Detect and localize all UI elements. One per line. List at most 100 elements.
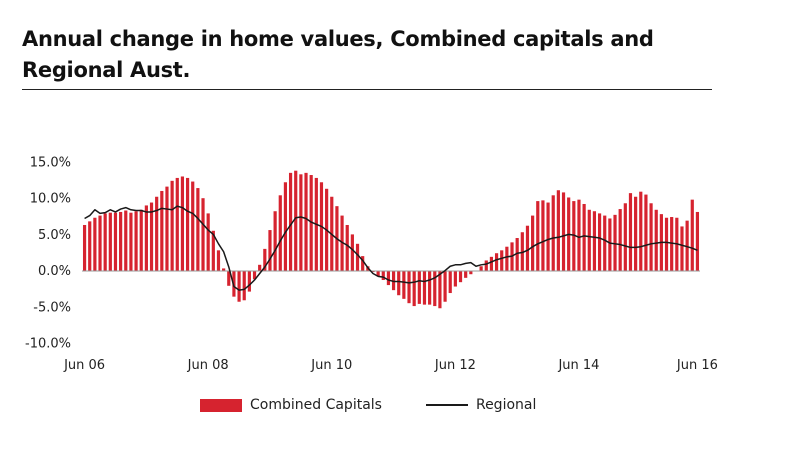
combined-capitals-bar [613, 214, 617, 271]
combined-capitals-bar [252, 270, 257, 280]
combined-capitals-bar [175, 177, 179, 271]
combined-capitals-bar [644, 194, 648, 271]
combined-capitals-bar [634, 196, 638, 271]
combined-capitals-bar [458, 270, 463, 283]
combined-capitals-bar [546, 202, 550, 271]
y-tick-label: -5.0% [33, 300, 71, 315]
combined-capitals-bar [500, 250, 504, 271]
combined-capitals-bar [412, 270, 416, 307]
combined-capitals-bar [268, 230, 272, 271]
combined-capitals-bar [597, 213, 602, 271]
combined-capitals-bar [278, 195, 282, 271]
combined-capitals-bar [402, 270, 406, 299]
combined-capitals-bar [649, 203, 653, 271]
combined-capitals-bar [639, 191, 643, 271]
combined-capitals-bars [82, 170, 700, 309]
x-tick-label: Jun 12 [434, 358, 476, 373]
combined-capitals-bar [453, 270, 457, 287]
combined-capitals-bar [376, 270, 380, 277]
legend-label-combined-capitals: Combined Capitals [250, 397, 382, 413]
combined-capitals-bar [525, 225, 530, 271]
combined-capitals-bar [556, 190, 560, 271]
combined-capitals-bar [489, 256, 494, 271]
combined-capitals-bar [479, 266, 483, 271]
combined-capitals-bar [227, 270, 231, 286]
combined-capitals-bar [361, 256, 365, 271]
combined-capitals-bar [623, 203, 627, 271]
combined-capitals-bar [685, 220, 689, 271]
combined-capitals-bar [587, 209, 591, 271]
y-tick-label: 0.0% [38, 264, 71, 279]
combined-capitals-bar [216, 250, 221, 271]
combined-capitals-bar [93, 217, 97, 271]
combined-capitals-bar [294, 170, 298, 271]
combined-capitals-bar [603, 215, 607, 271]
combined-capitals-bar [258, 264, 262, 271]
combined-capitals-bar [129, 212, 133, 271]
combined-capitals-swatch [200, 398, 242, 412]
combined-capitals-bar [88, 221, 92, 271]
x-tick-label: Jun 14 [557, 358, 599, 373]
combined-capitals-bar [536, 201, 540, 271]
combined-capitals-bar [288, 172, 293, 271]
combined-capitals-bar [381, 270, 385, 281]
combined-capitals-bar [505, 246, 509, 271]
combined-capitals-bar [469, 270, 473, 275]
combined-capitals-bar [561, 192, 566, 271]
x-tick-label: Jun 08 [187, 358, 229, 373]
combined-capitals-bar [438, 270, 442, 309]
x-axis-labels: Jun 06 Jun 08 Jun 10 Jun 12 Jun 14 Jun 16 [63, 358, 718, 373]
y-tick-label: 5.0% [38, 228, 71, 243]
legend-item-combined-capitals: Combined Capitals [200, 397, 382, 413]
combined-capitals-bar [119, 211, 123, 271]
combined-capitals-bar [139, 209, 143, 271]
legend: Combined Capitals Regional [200, 394, 580, 416]
combined-capitals-bar [484, 260, 488, 271]
combined-capitals-bar [155, 196, 159, 271]
chart-title: Annual change in home values, Combined c… [22, 27, 654, 82]
combined-capitals-bar [520, 232, 524, 271]
legend-item-regional: Regional [425, 397, 537, 413]
combined-capitals-bar [680, 226, 684, 271]
y-tick-label: -10.0% [25, 337, 71, 352]
combined-capitals-bar [206, 213, 210, 271]
x-tick-label: Jun 10 [310, 358, 352, 373]
legend-label-regional: Regional [475, 397, 537, 413]
combined-capitals-bar [690, 199, 694, 271]
title-divider [22, 89, 712, 90]
combined-capitals-bar [422, 270, 427, 305]
combined-capitals-bar [654, 209, 658, 271]
combined-capitals-bar [664, 217, 669, 271]
combined-capitals-bar [695, 211, 700, 271]
combined-capitals-bar [515, 238, 519, 271]
combined-capitals-bar [628, 193, 633, 271]
combined-capitals-bar [124, 210, 128, 271]
combined-capitals-bar [577, 199, 581, 271]
combined-capitals-bar [98, 215, 102, 271]
combined-capitals-bar [283, 182, 288, 271]
combined-capitals-bar [304, 172, 308, 271]
combined-capitals-bar [242, 270, 246, 301]
combined-capitals-bar [170, 180, 174, 271]
combined-capitals-bar [443, 270, 447, 302]
combined-capitals-bar [211, 230, 215, 271]
combined-capitals-bar [551, 195, 555, 271]
combined-capitals-bar [494, 253, 499, 271]
combined-capitals-bar [448, 270, 452, 294]
combined-capitals-bar [263, 248, 267, 271]
x-tick-label: Jun 06 [63, 358, 105, 373]
combined-capitals-bar [247, 270, 251, 292]
combined-capitals-bar [201, 198, 205, 271]
combined-capitals-bar [350, 234, 354, 271]
combined-capitals-bar [165, 186, 169, 271]
combined-capitals-bar [108, 212, 112, 271]
combined-capitals-bar [273, 211, 277, 271]
combined-capitals-bar [237, 270, 241, 302]
combined-capitals-bar [345, 224, 349, 271]
combined-capitals-bar [82, 224, 87, 271]
combined-capitals-bar [531, 215, 535, 271]
chart-area: 15.0%10.0%5.0%0.0%-5.0%-10.0% Jun 06 Jun … [25, 156, 718, 374]
combined-capitals-bar [180, 176, 185, 271]
combined-capitals-bar [134, 211, 138, 271]
y-tick-label: 15.0% [30, 156, 71, 171]
